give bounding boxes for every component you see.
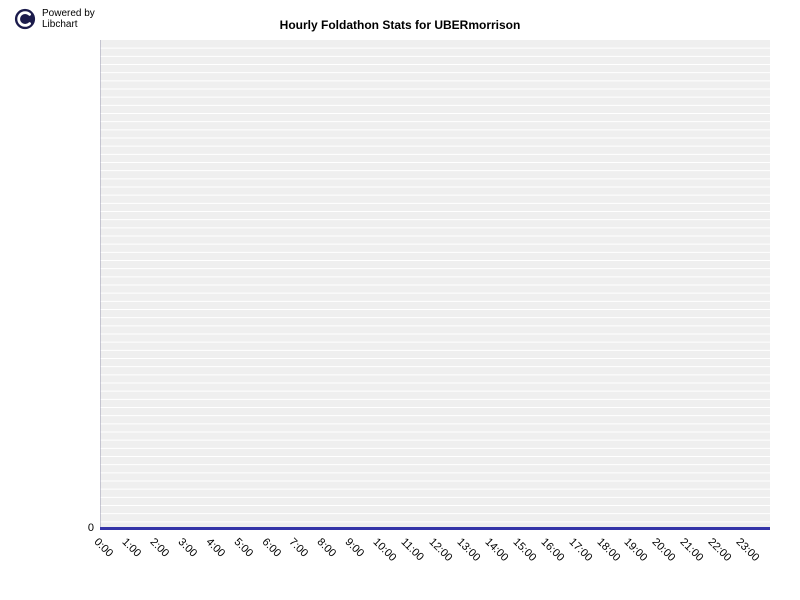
plot-wrap <box>100 40 770 530</box>
x-tick-label: 10:00 <box>371 536 399 564</box>
x-tick-label: 23:00 <box>734 536 762 564</box>
y-tick-label: 0 <box>64 522 94 534</box>
x-tick-label: 6:00 <box>259 536 283 560</box>
x-tick-label: 16:00 <box>538 536 566 564</box>
x-tick-label: 15:00 <box>510 536 538 564</box>
x-tick-label: 3:00 <box>175 536 199 560</box>
x-tick-label: 8:00 <box>315 536 339 560</box>
x-tick-label: 12:00 <box>427 536 455 564</box>
plot-baseline <box>100 527 770 530</box>
chart-title: Hourly Foldathon Stats for UBERmorrison <box>0 18 800 32</box>
x-tick-label: 17:00 <box>566 536 594 564</box>
plot-area <box>100 40 770 530</box>
x-tick-label: 9:00 <box>343 536 367 560</box>
x-tick-label: 19:00 <box>622 536 650 564</box>
x-tick-label: 14:00 <box>482 536 510 564</box>
x-tick-label: 22:00 <box>706 536 734 564</box>
x-tick-label: 4:00 <box>203 536 227 560</box>
chart-container: Powered by Libchart Hourly Foldathon Sta… <box>0 0 800 600</box>
x-tick-label: 2:00 <box>147 536 171 560</box>
x-tick-label: 18:00 <box>594 536 622 564</box>
x-tick-label: 21:00 <box>678 536 706 564</box>
x-tick-label: 20:00 <box>650 536 678 564</box>
x-tick-label: 0:00 <box>92 536 116 560</box>
x-tick-label: 13:00 <box>454 536 482 564</box>
x-tick-label: 11:00 <box>399 536 426 563</box>
x-tick-label: 7:00 <box>287 536 311 560</box>
x-tick-label: 1:00 <box>119 536 143 560</box>
x-tick-label: 5:00 <box>231 536 255 560</box>
